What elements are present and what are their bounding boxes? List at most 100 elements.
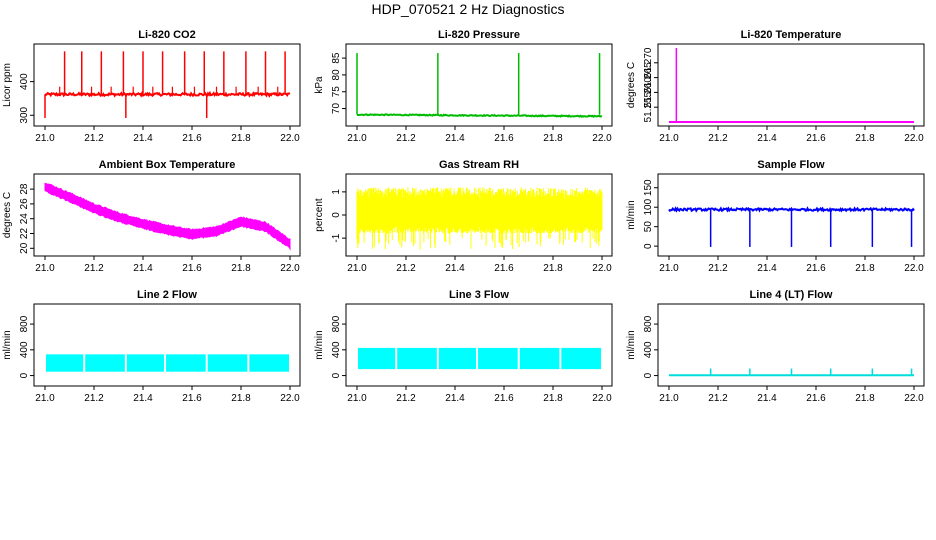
series-block	[397, 347, 437, 370]
y-tick-label: 22	[19, 228, 30, 240]
panel-title: Gas Stream RH	[439, 159, 519, 171]
plot-frame	[33, 173, 301, 257]
x-tick-label: 22.0	[904, 393, 924, 404]
y-tick-label: 51.270	[643, 47, 654, 78]
x-tick-label: 21.8	[231, 263, 251, 274]
plot-frame	[657, 173, 925, 257]
x-tick-label: 21.4	[445, 263, 465, 274]
x-tick-label: 21.6	[806, 263, 826, 274]
y-tick-label: 0	[643, 372, 654, 378]
y-tick-label: 26	[19, 198, 30, 210]
figure-title: HDP_070521 2 Hz Diagnostics	[371, 1, 565, 17]
series-block	[438, 347, 477, 370]
series-block	[166, 354, 206, 372]
x-tick-label: 21.8	[543, 133, 563, 144]
x-tick-label: 21.0	[347, 133, 367, 144]
x-tick-label: 21.4	[757, 263, 777, 274]
series	[356, 53, 603, 119]
series	[44, 51, 291, 118]
x-tick-label: 21.6	[494, 133, 514, 144]
series-block	[46, 354, 84, 372]
y-tick-label: 100	[643, 198, 654, 215]
x-tick-label: 21.6	[182, 393, 202, 404]
x-tick-label: 21.8	[855, 263, 875, 274]
y-tick-label: 28	[19, 183, 30, 195]
y-tick-label: 300	[19, 106, 30, 123]
x-tick-label: 21.8	[543, 393, 563, 404]
x-tick-label: 22.0	[280, 133, 300, 144]
x-tick-label: 21.2	[396, 393, 416, 404]
x-tick-label: 21.4	[133, 393, 153, 404]
y-tick-label: 0	[19, 372, 30, 378]
x-tick-label: 21.4	[757, 133, 777, 144]
plot-frame	[345, 303, 613, 387]
x-tick-label: 21.0	[659, 263, 679, 274]
plot-frame	[33, 303, 301, 387]
y-tick-label: 400	[331, 341, 342, 358]
x-tick-label: 21.6	[806, 393, 826, 404]
x-tick-label: 21.2	[84, 393, 104, 404]
series-line	[44, 90, 291, 98]
x-tick-label: 21.6	[182, 133, 202, 144]
x-tick-label: 21.8	[231, 393, 251, 404]
y-tick-label: 0	[643, 243, 654, 249]
panel-title: Li-820 Temperature	[741, 29, 842, 41]
y-tick-label: 150	[643, 179, 654, 196]
y-tick-label: 400	[643, 341, 654, 358]
panel-9: Line 4 (LT) Flow 21.0 21.2 21.4 21.6 21.8 22.0…	[626, 289, 925, 404]
x-tick-label: 21.0	[659, 133, 679, 144]
x-tick-label: 21.2	[396, 263, 416, 274]
y-tick-label: 51.265	[643, 62, 654, 93]
y-tick-label: 400	[19, 73, 30, 90]
x-tick-label: 21.6	[494, 393, 514, 404]
series-block	[207, 354, 248, 372]
series-line	[668, 206, 915, 213]
x-tick-label: 21.4	[757, 393, 777, 404]
series-band	[44, 182, 291, 251]
x-tick-label: 21.4	[445, 133, 465, 144]
panel-8: Line 3 Flow 21.0 21.2 21.4 21.6 21.8 22.0 0 400 8…	[314, 289, 613, 404]
plot-frame	[345, 43, 613, 127]
series-line	[356, 113, 603, 119]
series	[44, 182, 291, 251]
series-block	[561, 347, 601, 370]
panel-title: Line 2 Flow	[137, 289, 197, 301]
y-tick-label: 20	[19, 242, 30, 254]
y-tick-label: 0	[331, 372, 342, 378]
plot-frame	[657, 303, 925, 387]
y-axis-label: Licor ppm	[2, 63, 13, 107]
x-tick-label: 21.8	[855, 393, 875, 404]
panel-title: Ambient Box Temperature	[99, 159, 236, 171]
x-tick-label: 21.0	[659, 393, 679, 404]
x-tick-label: 21.6	[806, 133, 826, 144]
x-tick-label: 21.2	[708, 263, 728, 274]
panel-7: Line 2 Flow 21.0 21.2 21.4 21.6 21.8 22.0 0 400 8…	[2, 289, 301, 404]
panel-title: Line 3 Flow	[449, 289, 509, 301]
x-tick-label: 21.8	[231, 133, 251, 144]
x-tick-label: 22.0	[904, 263, 924, 274]
x-tick-label: 21.2	[84, 263, 104, 274]
x-tick-label: 21.4	[445, 393, 465, 404]
y-axis-label: ml/min	[2, 330, 13, 359]
panel-2: Li-820 Pressure 21.0 21.2 21.4 21.6 21.8 22.0 7…	[314, 29, 613, 144]
series-noise	[356, 187, 603, 250]
x-tick-label: 21.4	[133, 263, 153, 274]
series	[669, 48, 914, 123]
x-tick-label: 21.2	[84, 133, 104, 144]
series-block	[249, 354, 289, 372]
series	[669, 368, 915, 377]
x-tick-label: 21.8	[855, 133, 875, 144]
x-tick-label: 22.0	[592, 133, 612, 144]
x-tick-label: 22.0	[592, 263, 612, 274]
plot-frame	[33, 43, 301, 127]
series-block	[85, 354, 125, 372]
y-axis-label: degrees C	[2, 192, 13, 238]
y-tick-label: -1	[331, 233, 342, 242]
panel-title: Li-820 Pressure	[438, 29, 520, 41]
x-tick-label: 21.0	[347, 393, 367, 404]
y-axis-label: ml/min	[626, 200, 637, 229]
x-tick-label: 21.2	[396, 133, 416, 144]
panel-6: Sample Flow 21.0 21.2 21.4 21.6 21.8 22.0 0 50 10…	[626, 159, 925, 274]
y-axis-label: ml/min	[626, 330, 637, 359]
